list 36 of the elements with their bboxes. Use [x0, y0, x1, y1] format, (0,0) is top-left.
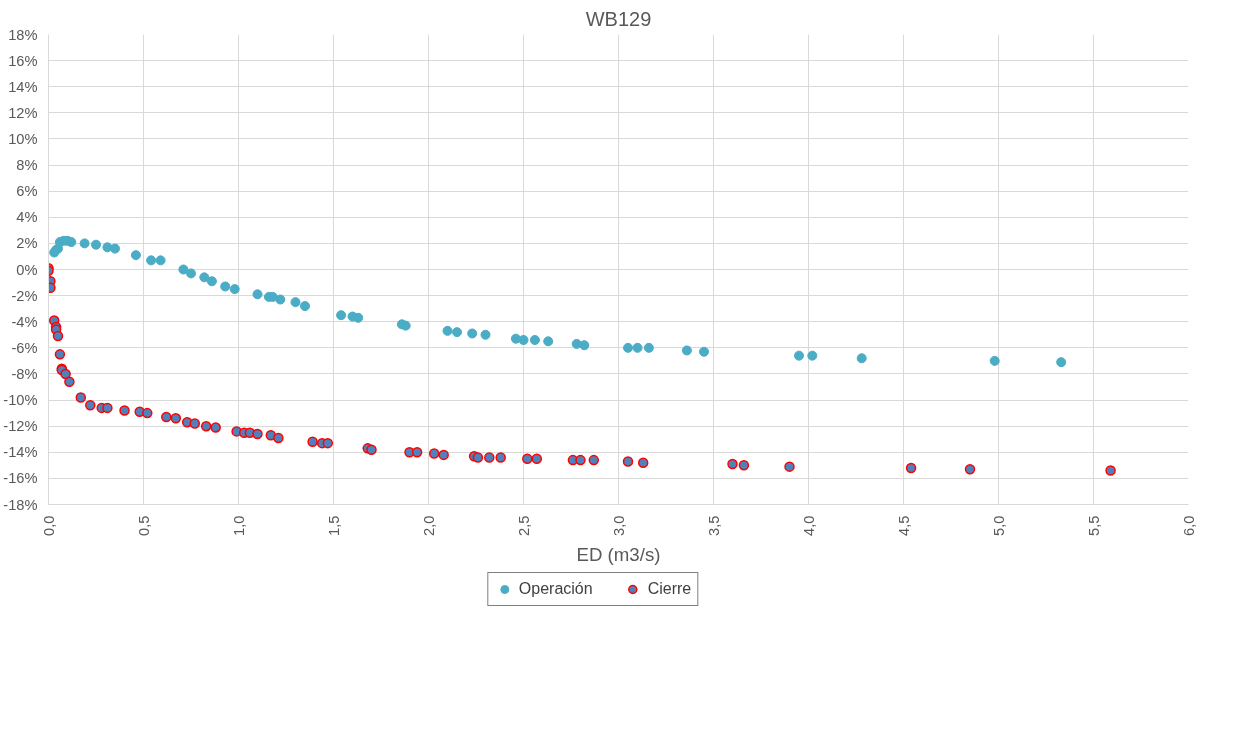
x-tick-label: 0,5: [135, 515, 152, 536]
x-tick-label: 2,0: [420, 515, 437, 536]
chart-title: WB129: [585, 7, 652, 30]
y-tick-label: 18%: [8, 26, 38, 43]
y-tick-label: -14%: [3, 444, 38, 461]
y-tick-label: 6%: [16, 183, 38, 200]
x-tick-label: 4,0: [800, 515, 817, 536]
y-tick-label: -16%: [3, 470, 38, 487]
y-tick-label: -4%: [11, 313, 38, 330]
x-axis-title: ED (m3/s): [576, 543, 661, 565]
x-tick-label: 0,0: [40, 515, 57, 536]
y-tick-label: -8%: [11, 365, 38, 382]
y-tick-label: 16%: [8, 52, 38, 69]
x-tick-label: 2,5: [515, 515, 532, 536]
y-tick-label: 4%: [16, 209, 38, 226]
x-tick-label: 1,0: [230, 515, 247, 536]
y-tick-label: 0%: [16, 261, 38, 278]
x-tick-label: 6,0: [1180, 515, 1197, 536]
y-tick-label: 12%: [8, 104, 38, 121]
x-tick-label: 3,0: [610, 515, 627, 536]
x-tick-label: 5,5: [1085, 515, 1102, 536]
y-tick-label: -18%: [3, 496, 38, 513]
legend-label: Cierre: [647, 580, 692, 598]
y-tick-label: -10%: [3, 392, 38, 409]
x-tick-label: 1,5: [325, 515, 342, 536]
y-tick-label: 2%: [16, 235, 38, 252]
y-tick-label: -12%: [3, 418, 38, 435]
x-tick-label: 4,5: [895, 515, 912, 536]
y-tick-label: 10%: [8, 130, 38, 147]
y-tick-label: 8%: [16, 157, 38, 174]
legend-label: Operación: [518, 580, 593, 598]
y-tick-label: 14%: [8, 78, 38, 95]
x-tick-label: 5,0: [990, 515, 1007, 536]
y-tick-label: -6%: [11, 339, 38, 356]
x-tick-label: 3,5: [705, 515, 722, 536]
y-tick-label: -2%: [11, 287, 38, 304]
